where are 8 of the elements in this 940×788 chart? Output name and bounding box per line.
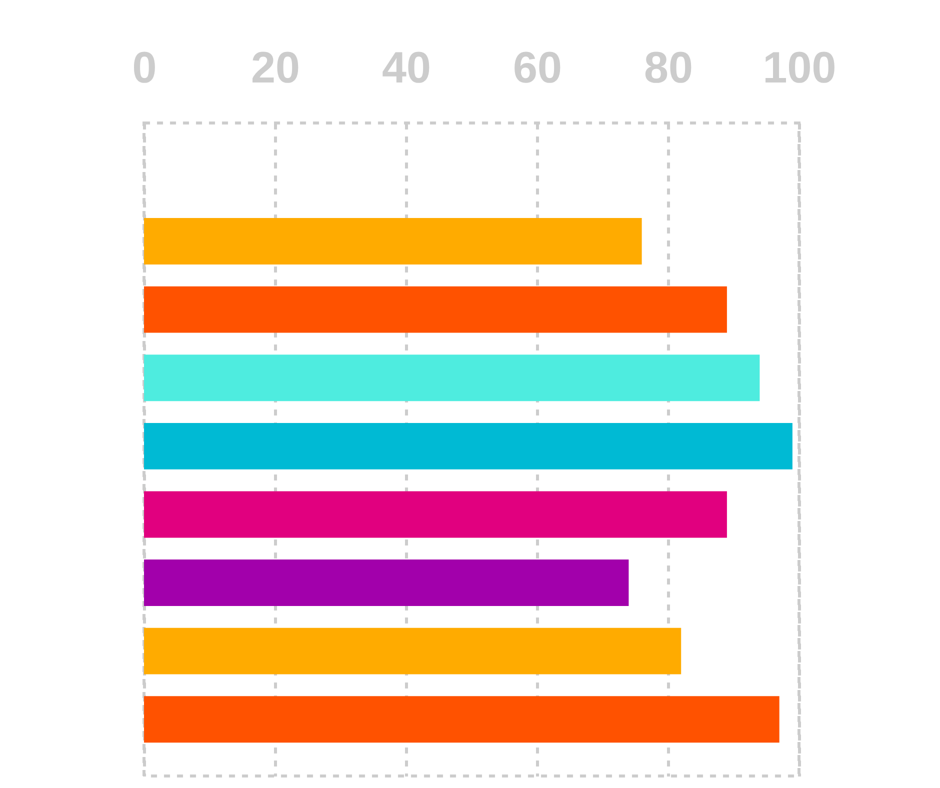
bar xyxy=(144,696,780,743)
bar xyxy=(144,491,727,538)
bar xyxy=(144,218,642,264)
bar xyxy=(144,560,629,606)
bar xyxy=(144,628,682,674)
bar xyxy=(144,422,792,470)
bar xyxy=(144,286,727,333)
bar xyxy=(144,354,760,402)
